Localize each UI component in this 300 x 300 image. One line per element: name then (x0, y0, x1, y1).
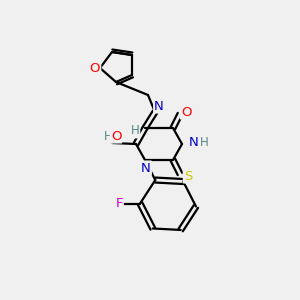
Text: N: N (154, 100, 164, 112)
Text: N: N (141, 161, 151, 175)
Text: H: H (200, 136, 208, 149)
Text: H: H (130, 124, 140, 137)
Text: O: O (111, 130, 121, 142)
Text: N: N (189, 136, 199, 149)
Text: O: O (90, 61, 100, 74)
Text: H: H (103, 130, 112, 142)
Text: O: O (181, 106, 191, 118)
Text: S: S (184, 169, 192, 182)
Text: F: F (115, 197, 123, 210)
